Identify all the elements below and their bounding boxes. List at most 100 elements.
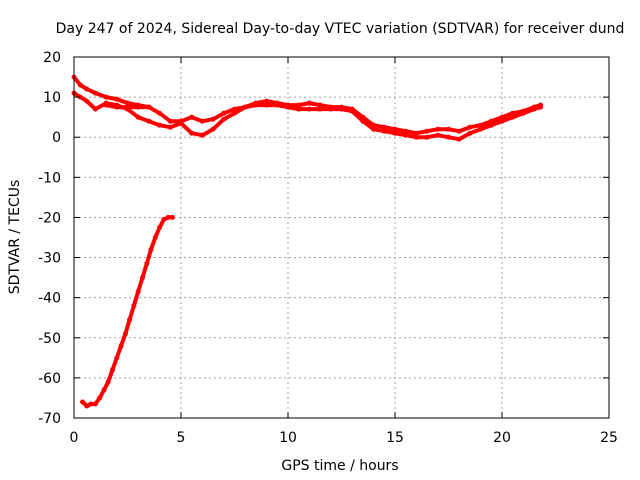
data-point — [317, 102, 323, 108]
data-point — [232, 110, 237, 116]
data-point — [77, 94, 83, 100]
data-point — [146, 118, 152, 124]
data-point — [538, 104, 543, 110]
data-point — [140, 275, 145, 281]
data-point — [446, 126, 451, 132]
data-point — [125, 100, 130, 106]
data-point — [157, 225, 163, 230]
y-tick-label: -30 — [38, 251, 61, 267]
data-point — [144, 261, 150, 267]
data-point — [488, 122, 494, 128]
grid-lines — [74, 57, 609, 418]
data-point — [165, 214, 171, 220]
y-tick-label: -20 — [38, 210, 61, 226]
chart-title: Day 247 of 2024, Sidereal Day-to-day VTE… — [56, 21, 625, 37]
data-point — [122, 331, 128, 337]
x-tick-label: 0 — [70, 430, 79, 446]
data-point — [413, 130, 419, 136]
data-point — [467, 130, 473, 136]
data-point — [306, 100, 312, 106]
data-point — [77, 82, 83, 88]
x-tick-label: 20 — [493, 430, 511, 446]
data-point — [317, 106, 323, 112]
data-point — [296, 106, 302, 112]
data-point — [520, 110, 526, 116]
data-point — [161, 216, 167, 222]
data-point — [435, 132, 441, 138]
data-point — [199, 118, 205, 124]
data-point — [92, 106, 98, 112]
data-point — [210, 116, 216, 122]
data-point — [97, 395, 103, 401]
data-point — [274, 102, 280, 108]
data-point — [253, 102, 259, 108]
data-point — [114, 104, 120, 110]
data-point — [101, 387, 107, 393]
data-point — [131, 303, 137, 309]
data-point — [189, 130, 195, 136]
data-point — [478, 122, 484, 128]
axis-ticks: 0 5 10 15 20 25 20 10 0 -10 -20 -30 -40 -50 -60 -70 — [38, 50, 618, 446]
data-point — [424, 134, 430, 140]
data-point — [103, 94, 109, 100]
series-line-upper-band-b — [72, 91, 543, 142]
data-point — [148, 247, 154, 252]
data-point — [105, 379, 111, 385]
data-point — [84, 403, 90, 409]
data-point — [360, 118, 366, 124]
data-point — [169, 214, 175, 220]
data-point — [296, 102, 302, 108]
x-axis-label: GPS time / hours — [281, 458, 398, 474]
data-point — [167, 118, 173, 124]
data-point — [531, 106, 537, 112]
data-point — [110, 367, 115, 373]
data-point — [88, 401, 94, 407]
data-point — [125, 104, 130, 110]
data-point — [392, 130, 398, 136]
data-point — [456, 128, 462, 134]
data-point — [189, 114, 195, 120]
data-point — [199, 132, 205, 138]
data-point — [242, 104, 248, 110]
data-point — [435, 126, 441, 132]
data-point — [114, 96, 120, 102]
y-tick-label: -10 — [38, 170, 61, 186]
data-point — [264, 98, 270, 104]
x-tick-label: 10 — [279, 430, 297, 446]
y-tick-label: -40 — [38, 291, 61, 307]
data-point — [92, 401, 98, 407]
data-point — [167, 124, 173, 130]
data-point — [84, 86, 90, 92]
data-point — [157, 110, 163, 116]
x-tick-label: 25 — [600, 430, 618, 446]
data-point — [135, 289, 141, 295]
data-point — [403, 132, 409, 138]
data-point — [478, 126, 484, 132]
data-point — [285, 104, 291, 110]
y-axis-label: SDTVAR / TECUs — [7, 180, 23, 295]
data-point — [146, 104, 152, 110]
x-tick-label: 5 — [177, 430, 186, 446]
data-point — [499, 114, 505, 120]
plot-frame — [73, 56, 610, 419]
data-point — [392, 126, 398, 132]
data-point — [221, 110, 227, 116]
data-point — [424, 128, 430, 134]
y-tick-label: 0 — [52, 130, 61, 146]
data-point — [413, 134, 419, 140]
data-point — [328, 106, 334, 112]
data-point — [157, 122, 163, 128]
series-line-steep-rising-arc — [80, 215, 175, 408]
data-point — [84, 98, 90, 104]
data-point — [499, 118, 505, 124]
data-point — [114, 355, 120, 361]
data-point — [210, 126, 216, 132]
data-point — [446, 134, 451, 140]
data-point — [456, 136, 462, 142]
y-tick-label: 20 — [43, 50, 61, 66]
data-point — [510, 110, 516, 116]
data-point — [118, 343, 124, 349]
data-point — [381, 124, 387, 130]
y-tick-label: -60 — [38, 371, 61, 387]
